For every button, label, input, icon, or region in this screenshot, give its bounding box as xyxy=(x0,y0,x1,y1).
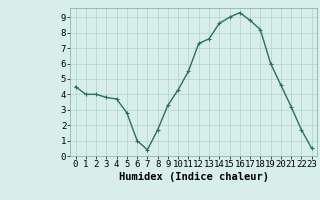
X-axis label: Humidex (Indice chaleur): Humidex (Indice chaleur) xyxy=(119,172,268,182)
